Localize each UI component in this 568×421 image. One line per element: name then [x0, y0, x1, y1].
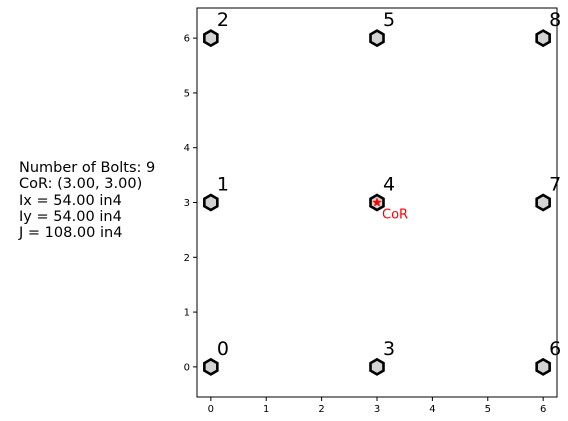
x-tick-label: 2: [318, 404, 324, 415]
x-tick-label: 6: [540, 404, 546, 415]
bolt-label: 8: [549, 9, 561, 31]
y-tick-label: 6: [184, 34, 190, 45]
bolt-count-text: Number of Bolts: 9: [19, 160, 156, 176]
ix-text: Ix = 54.00 in4: [19, 192, 122, 209]
bolt-marker: [369, 29, 385, 48]
x-tick-label: 0: [208, 404, 214, 415]
y-tick-label: 0: [184, 362, 190, 373]
bolt-marker: [535, 357, 551, 376]
y-tick-label: 5: [184, 88, 190, 99]
y-tick-label: 2: [184, 253, 190, 264]
x-tick-label: 5: [485, 404, 491, 415]
bolt-marker: [535, 193, 551, 212]
bolt-label: 5: [383, 9, 395, 31]
cor-star-marker: [372, 197, 382, 207]
x-tick-label: 4: [429, 404, 435, 415]
bolt-label: 6: [549, 338, 561, 360]
bolt-summary: Number of Bolts: 9 CoR: (3.00, 3.00) Ix …: [19, 160, 155, 241]
j-text: J = 108.00 in4: [19, 225, 123, 242]
cor-label: CoR: [382, 208, 408, 223]
bolt-label: 4: [383, 174, 395, 196]
bolt-label: 2: [217, 9, 229, 31]
y-tick-label: 1: [184, 308, 190, 319]
bolt-label: 1: [217, 174, 229, 196]
bolt-label: 0: [217, 338, 229, 360]
bolt-marker: [535, 29, 551, 48]
x-tick-label: 3: [374, 404, 380, 415]
y-tick-label: 4: [184, 143, 190, 154]
y-tick-label: 3: [184, 198, 190, 209]
bolt-marker: [203, 29, 219, 48]
x-tick-label: 1: [263, 404, 269, 415]
bolt-label: 3: [383, 338, 395, 360]
bolt-marker: [203, 193, 219, 212]
iy-text: Iy = 54.00 in4: [19, 208, 122, 225]
cor-text: CoR: (3.00, 3.00): [19, 176, 143, 193]
bolt-marker: [203, 357, 219, 376]
bolt-label: 7: [549, 174, 561, 196]
bolt-marker: [369, 357, 385, 376]
